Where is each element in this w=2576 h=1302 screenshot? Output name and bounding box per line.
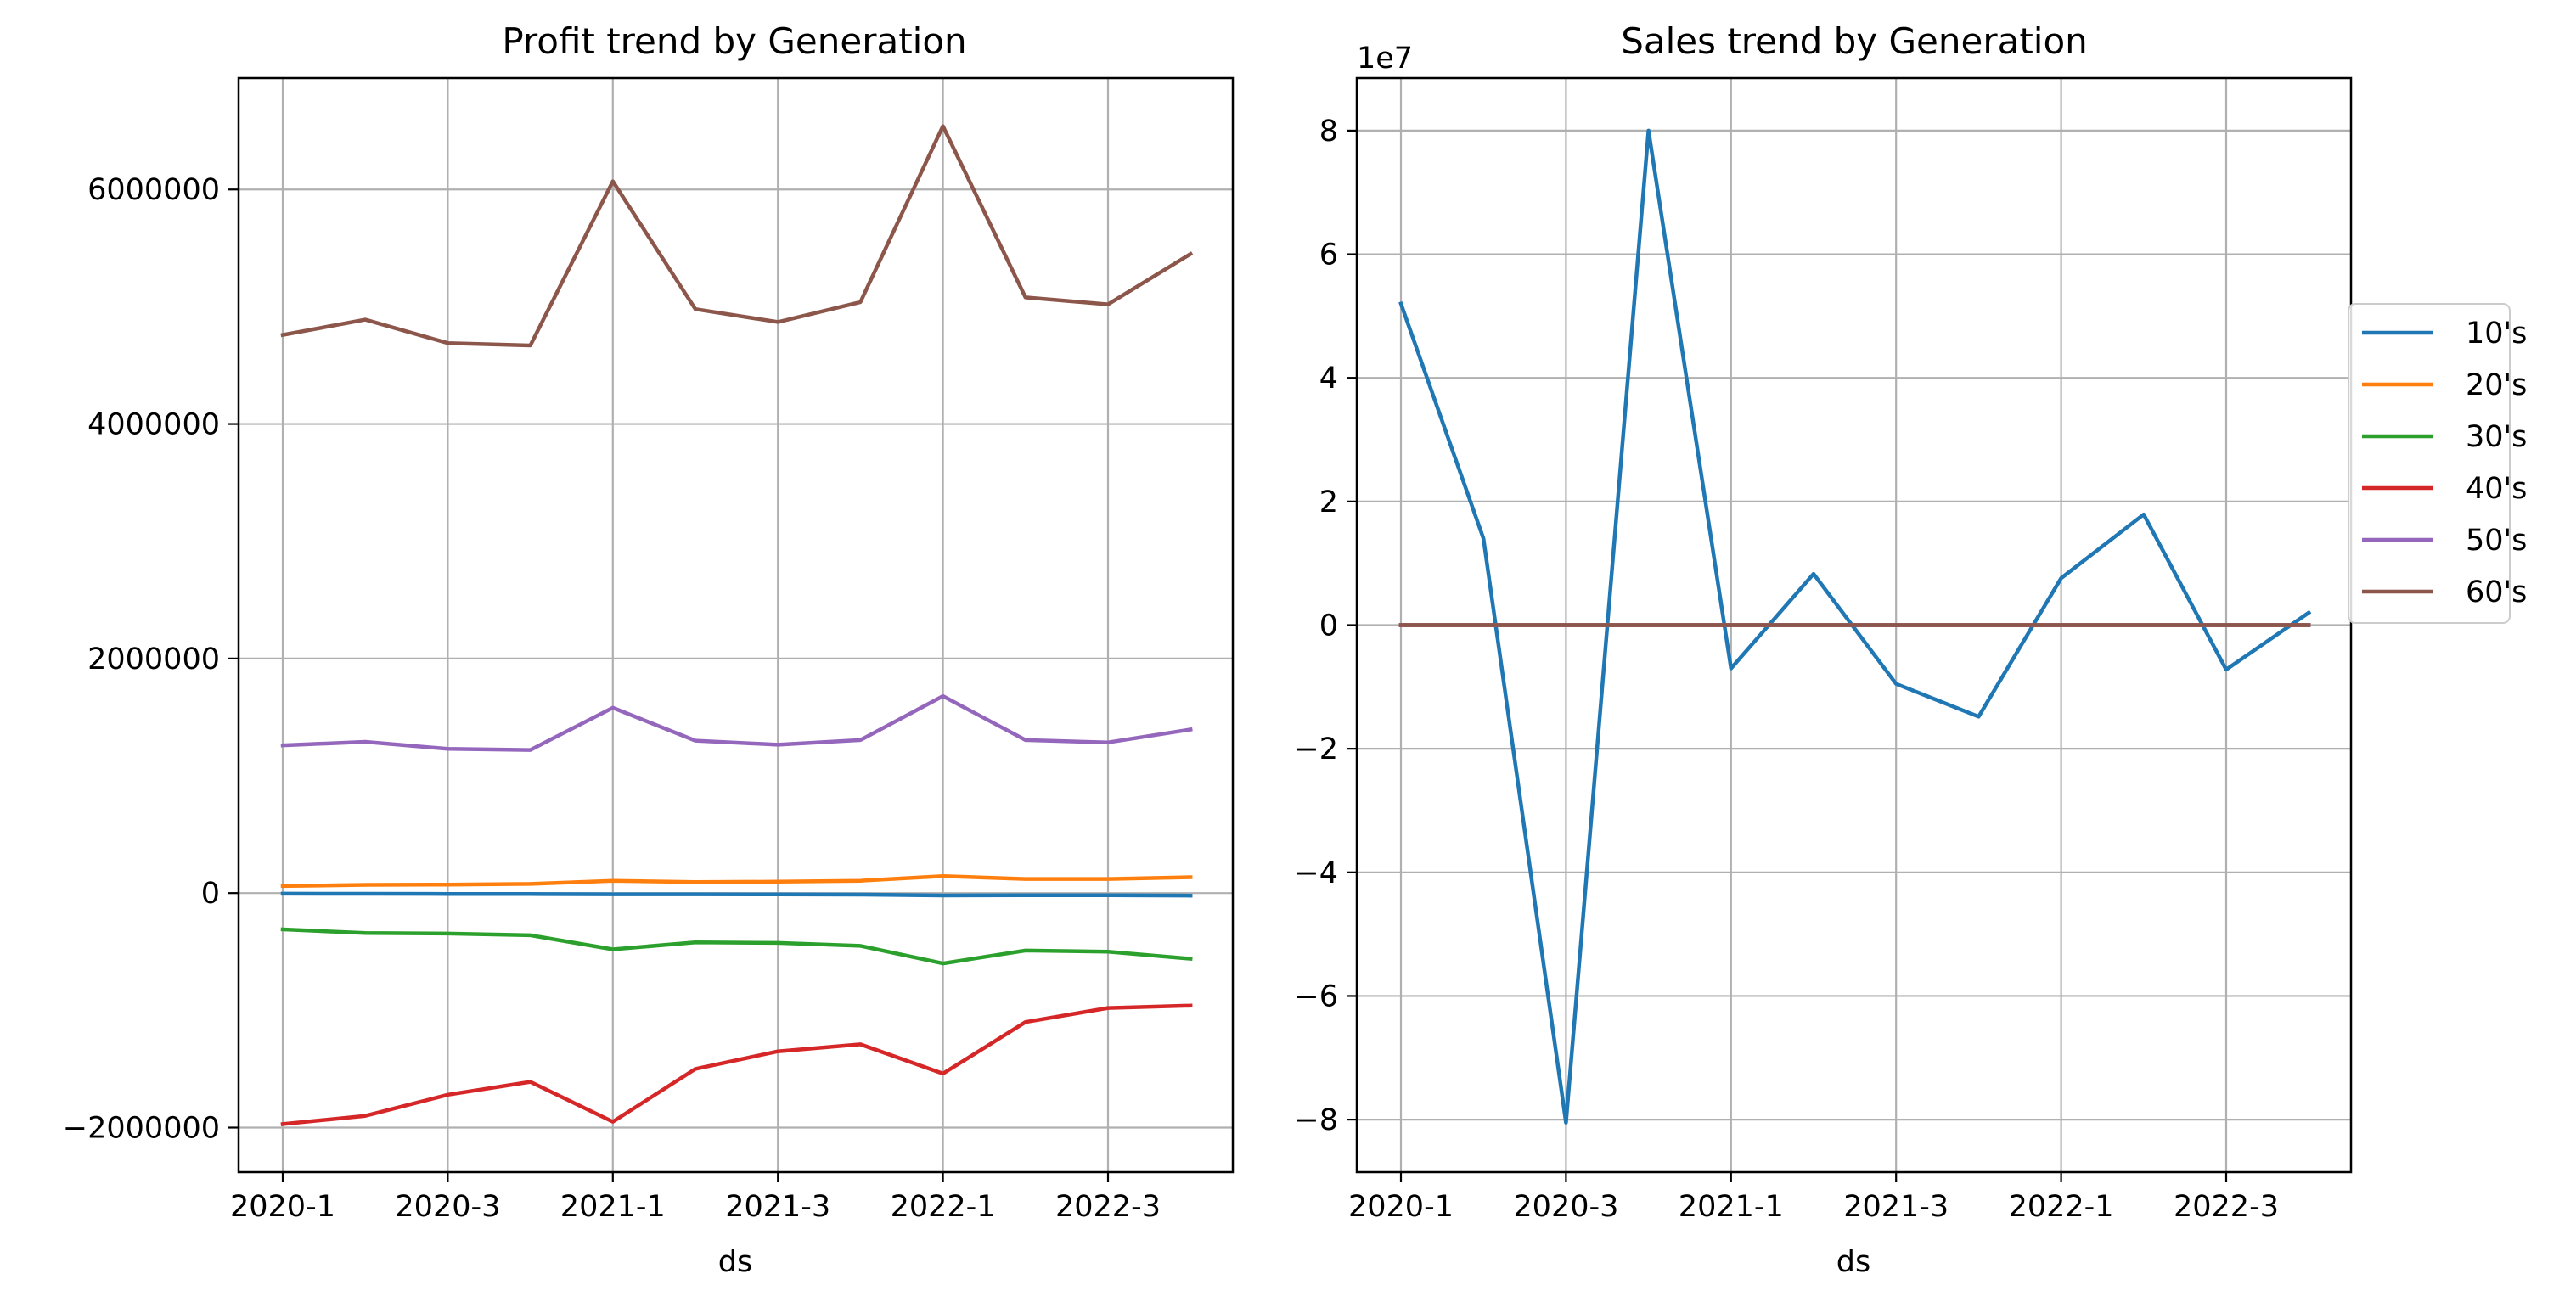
series-line-60s	[280, 124, 1194, 348]
y-tick-label: −2	[1294, 732, 1338, 766]
profit-chart: Profit trend by Generation 2020-1 2020-3 2…	[63, 20, 1235, 1279]
x-tick-label: 2020-3	[1513, 1190, 1618, 1224]
legend-label: 30's	[2466, 420, 2527, 454]
x-tick-label: 2022-1	[891, 1190, 996, 1224]
x-tick-label: 2021-3	[1843, 1190, 1949, 1224]
x-tick-label: 2022-3	[1055, 1190, 1161, 1224]
series-line-10s	[1398, 128, 2312, 1125]
profit-plot-frame	[237, 76, 1235, 1174]
series-line-30s	[280, 927, 1193, 966]
x-tick-label: 2020-1	[1348, 1190, 1454, 1224]
series-line-40s	[280, 1003, 1193, 1126]
sales-chart-title: Sales trend by Generation	[1621, 20, 2088, 62]
x-tick-label: 2022-3	[2174, 1190, 2279, 1224]
y-tick-label: −6	[1294, 979, 1338, 1013]
x-tick-label: 2022-1	[2009, 1190, 2114, 1224]
series-line-10s	[280, 891, 1193, 898]
y-tick-label: 6000000	[87, 173, 220, 207]
legend: 10's 20's 30's 40's 50's 60's	[2348, 303, 2527, 624]
sales-y-offset-label: 1e7	[1357, 42, 1413, 76]
profit-series-group	[280, 124, 1194, 1126]
series-line-20s	[280, 873, 1193, 889]
profit-ticks: 2020-1 2020-3 2021-1 2021-3 2022-1 2022-3 −200…	[63, 173, 1161, 1224]
x-tick-label: 2020-1	[230, 1190, 335, 1224]
y-tick-label: −4	[1294, 856, 1338, 890]
x-tick-label: 2020-3	[395, 1190, 500, 1224]
sales-series-group	[1398, 128, 2312, 1125]
sales-ticks: 2020-1 2020-3 2021-1 2021-3 2022-1 2022-3 −8 −6…	[1294, 115, 2279, 1224]
y-tick-label: 0	[201, 877, 220, 911]
legend-label: 10's	[2466, 317, 2527, 351]
x-tick-label: 2021-3	[725, 1190, 830, 1224]
x-tick-label: 2021-1	[560, 1190, 666, 1224]
y-tick-label: −2000000	[63, 1112, 220, 1146]
sales-x-axis-label: ds	[1836, 1245, 1870, 1279]
legend-label: 50's	[2466, 524, 2527, 558]
legend-label: 40's	[2466, 472, 2527, 506]
x-tick-label: 2021-1	[1679, 1190, 1784, 1224]
y-tick-label: 6	[1319, 239, 1338, 272]
legend-label: 60's	[2466, 575, 2527, 609]
y-tick-label: −8	[1294, 1103, 1338, 1137]
profit-chart-title: Profit trend by Generation	[502, 20, 966, 62]
y-tick-label: 2	[1319, 485, 1338, 519]
y-tick-label: 8	[1319, 115, 1338, 149]
legend-items: 10's 20's 30's 40's 50's 60's	[2362, 317, 2527, 609]
y-tick-label: 4	[1319, 362, 1338, 396]
legend-label: 20's	[2466, 368, 2527, 402]
sales-chart: Sales trend by Generation 2020-1 2020-3 20…	[1294, 20, 2353, 1279]
y-tick-label: 2000000	[87, 643, 220, 676]
y-tick-label: 4000000	[87, 408, 220, 442]
profit-x-axis-label: ds	[718, 1245, 752, 1279]
y-tick-label: 0	[1319, 609, 1338, 643]
series-line-50s	[280, 693, 1193, 752]
